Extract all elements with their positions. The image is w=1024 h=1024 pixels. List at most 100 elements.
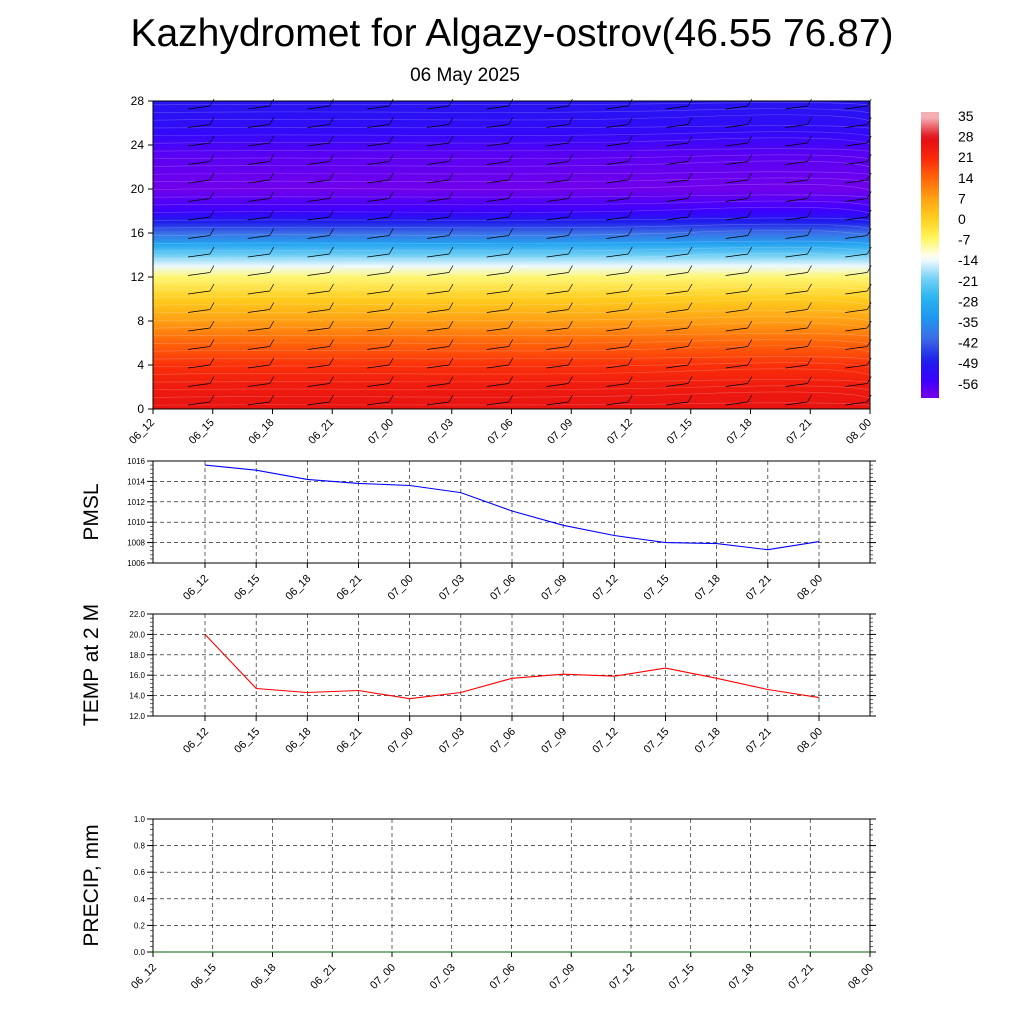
wind-barb — [187, 191, 215, 202]
wind-barb — [367, 172, 394, 184]
x-tick-label: 06_12 — [129, 962, 159, 992]
colorbar-label: 35 — [958, 108, 974, 124]
wind-barb — [606, 302, 633, 313]
y-tick-label: 12 — [131, 270, 145, 284]
contour-line — [152, 200, 871, 206]
colorbar-label: 28 — [958, 129, 974, 145]
wind-barb — [486, 98, 514, 110]
y-tick-label: 28 — [131, 94, 145, 108]
x-tick-label: 06_21 — [306, 417, 336, 447]
x-tick-label: 07_09 — [547, 962, 577, 992]
wind-barb — [725, 339, 753, 350]
wind-barb — [845, 98, 872, 110]
y-tick-label: 14.0 — [129, 692, 145, 701]
wind-barb — [307, 98, 334, 110]
wind-barb — [725, 135, 753, 147]
x-tick-label: 07_21 — [784, 417, 814, 447]
contour-line — [152, 137, 871, 145]
wind-barb — [486, 191, 514, 202]
wind-barb — [606, 191, 633, 202]
wind-barb — [486, 117, 514, 128]
wind-barb — [785, 265, 812, 276]
wind-barb — [426, 117, 454, 128]
y-tick-label: 1.0 — [134, 815, 146, 824]
y-tick-label: 0.0 — [134, 948, 146, 957]
contour-line — [152, 183, 871, 191]
wind-barb — [546, 376, 573, 387]
wind-barb — [665, 376, 693, 387]
wind-barb — [307, 265, 334, 276]
x-tick-label: 07_03 — [437, 573, 467, 603]
colorbar-label: -56 — [958, 376, 978, 392]
wind-barb — [606, 117, 633, 128]
wind-barb — [606, 376, 633, 387]
x-tick-label: 07_21 — [744, 726, 774, 756]
wind-barb — [546, 98, 573, 110]
wind-barb — [187, 209, 215, 221]
contour-line — [152, 379, 871, 383]
wind-barb — [785, 394, 812, 406]
colorbar-label: 7 — [958, 190, 966, 206]
wind-barb — [785, 209, 812, 221]
wind-barb — [785, 154, 812, 165]
contour-line — [152, 154, 871, 160]
wind-barb — [426, 283, 454, 295]
wind-barb — [307, 302, 334, 313]
wind-barb — [785, 376, 812, 387]
heatmap-field — [153, 101, 870, 409]
wind-barb — [307, 209, 334, 221]
wind-barb — [367, 154, 394, 165]
y-tick-label: 0.2 — [134, 921, 146, 930]
colorbar-label: 21 — [958, 149, 974, 165]
wind-barb — [785, 246, 812, 258]
wind-barb — [785, 228, 812, 239]
wind-barb — [725, 302, 753, 313]
wind-barb — [665, 191, 693, 202]
wind-barb — [725, 357, 753, 369]
x-tick-label: 07_00 — [386, 573, 416, 603]
pmsl-panel: 1006 1008 1010 1012 1014 1016 06_12 06_15 06_18 0… — [80, 457, 876, 603]
x-tick-label: 07_09 — [545, 417, 575, 447]
contour-line — [152, 333, 871, 337]
wind-barb — [307, 135, 334, 147]
wind-barb — [307, 357, 334, 369]
contour-line — [152, 246, 871, 252]
wind-barb — [247, 357, 275, 369]
wind-barb — [486, 246, 514, 258]
wind-barb — [845, 117, 872, 128]
wind-barb — [307, 172, 334, 184]
y-tick-label: 1014 — [127, 477, 145, 486]
wind-barb — [426, 246, 454, 258]
precip-panel: 0.0 0.2 0.4 0.6 0.8 1.0 06_12 06_15 06_18 06_21 07… — [80, 815, 876, 992]
wind-barb — [367, 394, 394, 406]
y-tick-label: 1016 — [127, 457, 145, 466]
wind-barb — [426, 394, 454, 406]
x-tick-label: 08_00 — [846, 962, 876, 992]
wind-barb — [367, 265, 394, 276]
wind-barb — [187, 302, 215, 313]
wind-barb — [247, 339, 275, 350]
x-tick-label: 07_12 — [590, 573, 620, 603]
wind-barb — [725, 265, 753, 276]
contour-line — [152, 148, 871, 152]
x-tick-label: 06_18 — [247, 417, 277, 447]
wind-barb — [606, 98, 633, 110]
colorbar-label: -14 — [958, 252, 978, 268]
wind-barb — [367, 117, 394, 128]
wind-barb — [785, 117, 812, 128]
wind-barb — [486, 357, 514, 369]
wind-barb — [725, 283, 753, 295]
wind-barb — [426, 302, 454, 313]
contour-line — [152, 385, 871, 391]
contour-line — [152, 253, 871, 260]
wind-barb — [546, 191, 573, 202]
wind-barb — [187, 320, 215, 332]
wind-barb — [367, 209, 394, 221]
x-tick-label: 07_15 — [665, 417, 695, 447]
wind-barb — [725, 376, 753, 387]
contour-line — [152, 125, 871, 129]
y-tick-label: 1010 — [127, 518, 145, 527]
x-tick-label: 06_12 — [127, 417, 157, 447]
x-tick-label: 07_21 — [786, 962, 816, 992]
